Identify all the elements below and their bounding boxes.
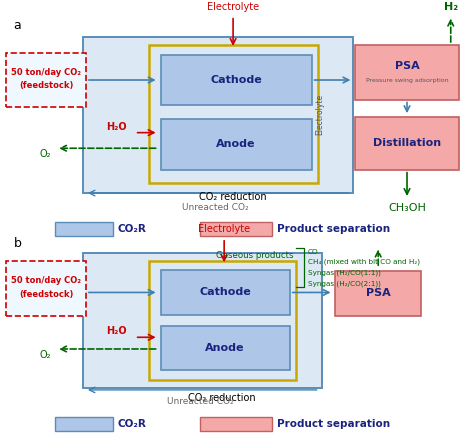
Bar [201, 417, 272, 431]
Text: Electrolyte: Electrolyte [207, 2, 259, 12]
Text: Unreacted CO₂: Unreacted CO₂ [182, 203, 248, 212]
Text: Distillation: Distillation [373, 138, 441, 148]
Bar [161, 55, 311, 105]
Text: Cathode: Cathode [210, 75, 262, 85]
Text: b: b [13, 237, 21, 250]
Text: Electrolyte: Electrolyte [315, 93, 324, 135]
Text: O₂: O₂ [40, 350, 51, 360]
Text: Syngas (H₂/CO(1:1)): Syngas (H₂/CO(1:1)) [308, 270, 381, 276]
Text: Unreacted CO₂: Unreacted CO₂ [167, 397, 234, 406]
Text: CO₂R: CO₂R [118, 419, 146, 429]
Bar [55, 417, 113, 431]
Text: Product separation: Product separation [277, 419, 390, 429]
Text: Cathode: Cathode [199, 288, 251, 298]
Bar [7, 53, 86, 107]
Text: PSA: PSA [395, 61, 419, 71]
Text: Electrolyte: Electrolyte [198, 224, 250, 234]
Text: Product separation: Product separation [277, 224, 390, 234]
Text: 50 ton/day CO₂: 50 ton/day CO₂ [11, 276, 81, 285]
Text: Gaseous products: Gaseous products [216, 251, 294, 260]
Text: CH₃OH: CH₃OH [388, 203, 426, 213]
Text: CO₂R: CO₂R [118, 224, 146, 234]
Text: 50 ton/day CO₂: 50 ton/day CO₂ [11, 68, 81, 77]
Bar [161, 270, 290, 315]
Text: O₂: O₂ [40, 149, 51, 159]
Bar [149, 45, 318, 183]
Text: CO₂ reduction: CO₂ reduction [188, 392, 256, 403]
Text: (feedstock): (feedstock) [19, 290, 73, 299]
Bar [356, 45, 459, 100]
Text: H₂O: H₂O [106, 122, 127, 132]
Text: PSA: PSA [366, 288, 391, 299]
Bar [149, 261, 296, 380]
Bar [83, 254, 321, 388]
Bar [336, 271, 421, 316]
Text: (feedstock): (feedstock) [19, 81, 73, 90]
Bar [83, 37, 353, 193]
Bar [161, 325, 290, 370]
Bar [161, 119, 311, 170]
Text: H₂: H₂ [444, 2, 458, 12]
Text: Syngas (H₂/CO(2:1)): Syngas (H₂/CO(2:1)) [308, 280, 381, 287]
Text: a: a [13, 19, 21, 32]
Text: CO: CO [308, 249, 318, 254]
Text: Pressure swing adsorption: Pressure swing adsorption [366, 78, 448, 82]
Bar [201, 222, 272, 236]
Text: CH₄ (mixed with bit CO and H₂): CH₄ (mixed with bit CO and H₂) [308, 259, 419, 265]
Bar [356, 117, 459, 170]
Text: H₂O: H₂O [106, 326, 127, 336]
Text: Anode: Anode [216, 139, 256, 149]
Bar [7, 261, 86, 316]
Text: Anode: Anode [205, 343, 245, 353]
Bar [55, 222, 113, 236]
Text: CO₂ reduction: CO₂ reduction [199, 192, 267, 202]
